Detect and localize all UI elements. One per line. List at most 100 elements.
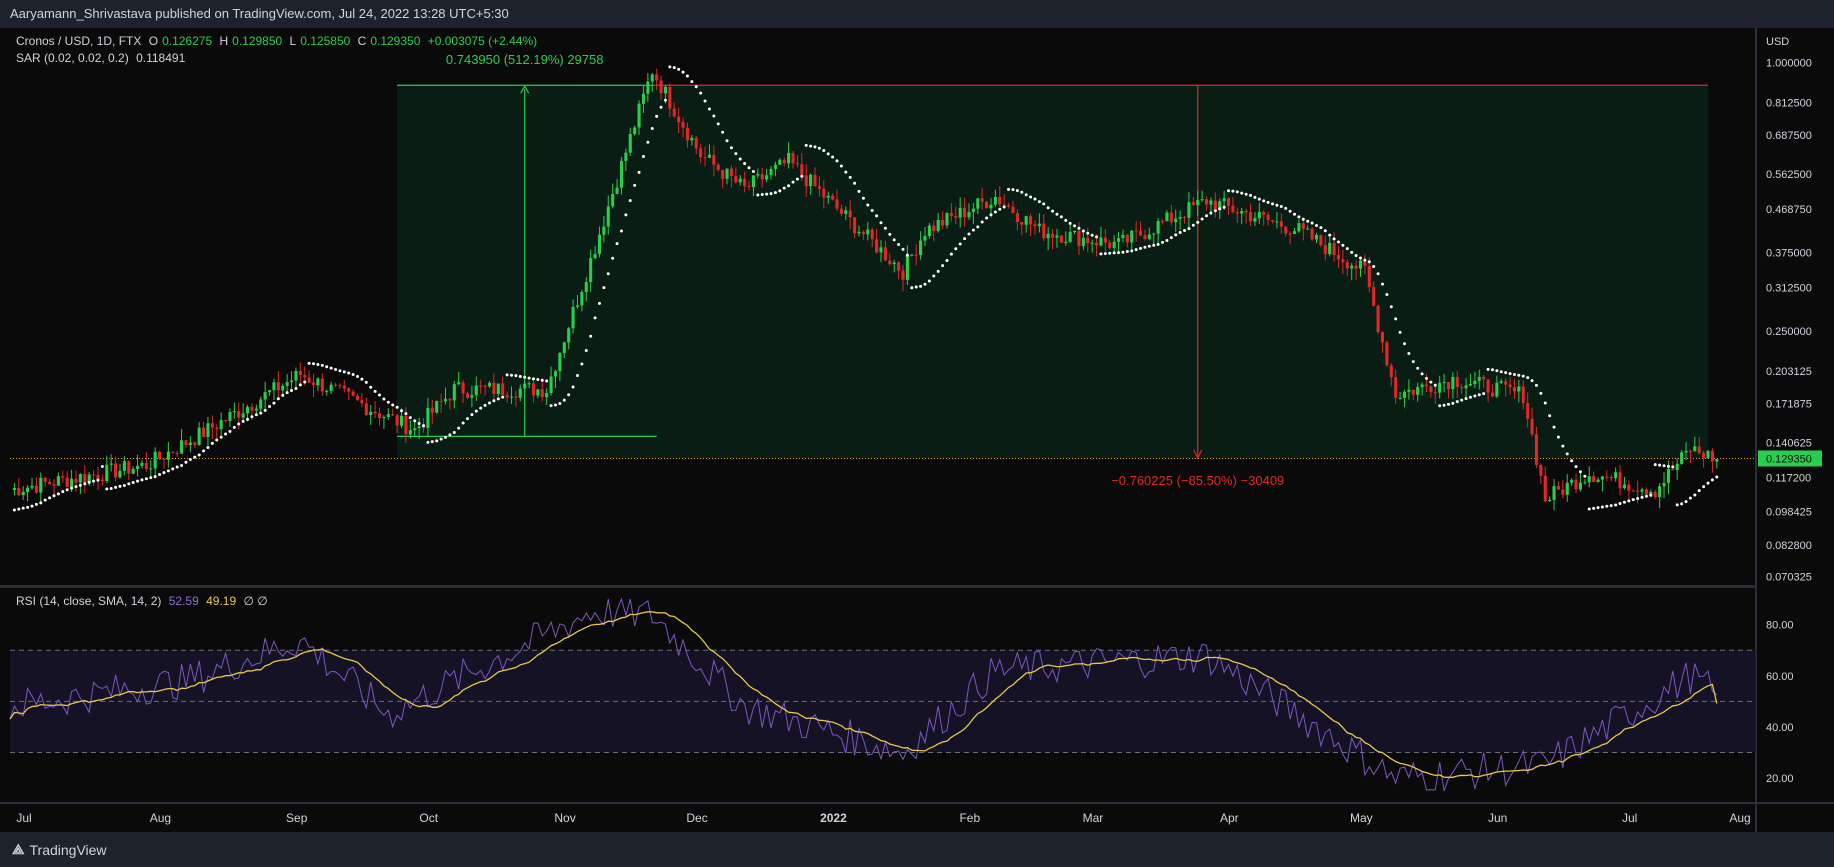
candle-body [34,485,38,493]
sar-dot [43,498,47,502]
sar-dot [1196,220,1200,224]
candle-body [140,462,144,466]
sar-dot [100,465,104,469]
tradingview-logo[interactable]: ⟁ TradingView [12,841,107,858]
sar-dot [589,334,593,338]
sar-dot [1508,372,1512,376]
time-tick-label: Dec [686,811,707,825]
candle-body [285,382,289,386]
candle-body [910,254,914,256]
candle-body [439,400,443,402]
candle-body [1341,259,1345,263]
sar-dot [140,478,144,482]
sar-dot [215,438,219,442]
sar-dot [1015,189,1019,193]
sar-dot [580,362,584,366]
sar-dot [545,379,549,383]
sar-dot [184,460,188,464]
candle-body [571,306,575,329]
candle-body [853,217,857,234]
sar-dot [628,199,632,203]
sar-dot [1218,207,1222,211]
candle-body [716,164,720,171]
candle-body [1103,237,1107,243]
sar-dot [593,316,597,320]
candle-body [611,193,615,207]
candle-body [831,195,835,200]
sar-dot [1213,209,1217,213]
sar-dot [1570,459,1574,463]
candle-body [96,474,100,480]
candle-body [158,451,162,459]
candle-body [509,396,514,398]
sar-dot [52,494,56,498]
candle-body [1666,469,1670,483]
candle-body [883,247,887,261]
time-tick-label: Aug [1729,811,1750,825]
candle-body [1583,482,1587,484]
sar-dot [1675,503,1679,507]
sar-dot [1416,366,1420,370]
change-value: +0.003075 (+2.44%) [427,34,538,48]
candle-body [342,385,346,389]
candle-body [443,398,448,402]
candle-body [1015,213,1019,222]
sar-dot [1468,395,1472,399]
candle-body [857,231,861,234]
sar-dot [378,393,382,397]
sar-dot [985,216,989,220]
candle-body [144,462,148,469]
symbol-label: Cronos / USD, 1D, FTX [16,34,142,48]
sar-dot [1323,229,1327,233]
candle-body [1046,233,1050,239]
candle-body [1702,452,1706,459]
sar-dot [1354,253,1358,257]
candle-body [325,391,329,393]
candle-body [250,406,254,411]
candle-body [355,395,360,400]
candle-body [549,376,553,394]
candle-body [395,415,399,426]
sar-dot [1301,217,1305,221]
candle-body [391,414,395,416]
candle-body [430,407,434,413]
candle-body [575,305,580,307]
candle-body [39,477,43,493]
sar-dot [1671,465,1675,469]
candle-body [74,478,78,483]
candle-body [219,420,223,430]
sar-dot [844,170,848,174]
candle-body [1178,216,1182,219]
sar-dot [1548,414,1552,418]
candle-body [1407,389,1411,392]
sar-dot [1310,221,1314,225]
sar-dot [272,401,276,405]
candle-body [1055,235,1059,238]
sar-dot [127,482,131,486]
candle-body [1618,472,1622,489]
sar-dot [219,435,223,439]
sar-dot [320,363,324,367]
sar-dot [571,385,575,389]
measure-down-arrowhead [1193,449,1203,460]
sar-dot [1169,236,1173,240]
sar-dot [910,286,914,290]
sar-dot [1350,250,1354,254]
candle-body [1464,385,1468,389]
candle-body [703,157,707,159]
candle-body [936,219,940,231]
sar-dot [382,397,386,401]
sar-dot [1706,481,1710,485]
sar-dot [919,284,923,288]
candle-body [1398,397,1402,399]
sar-dot [166,469,170,473]
sar-dot [144,477,148,481]
sar-dot [1059,215,1063,219]
time-tick-label: Sep [286,811,308,825]
candle-body [1297,223,1301,232]
candle-body [1292,231,1297,234]
candle-body [773,164,777,169]
rsi-line [9,597,1718,791]
candle-body [879,247,883,253]
